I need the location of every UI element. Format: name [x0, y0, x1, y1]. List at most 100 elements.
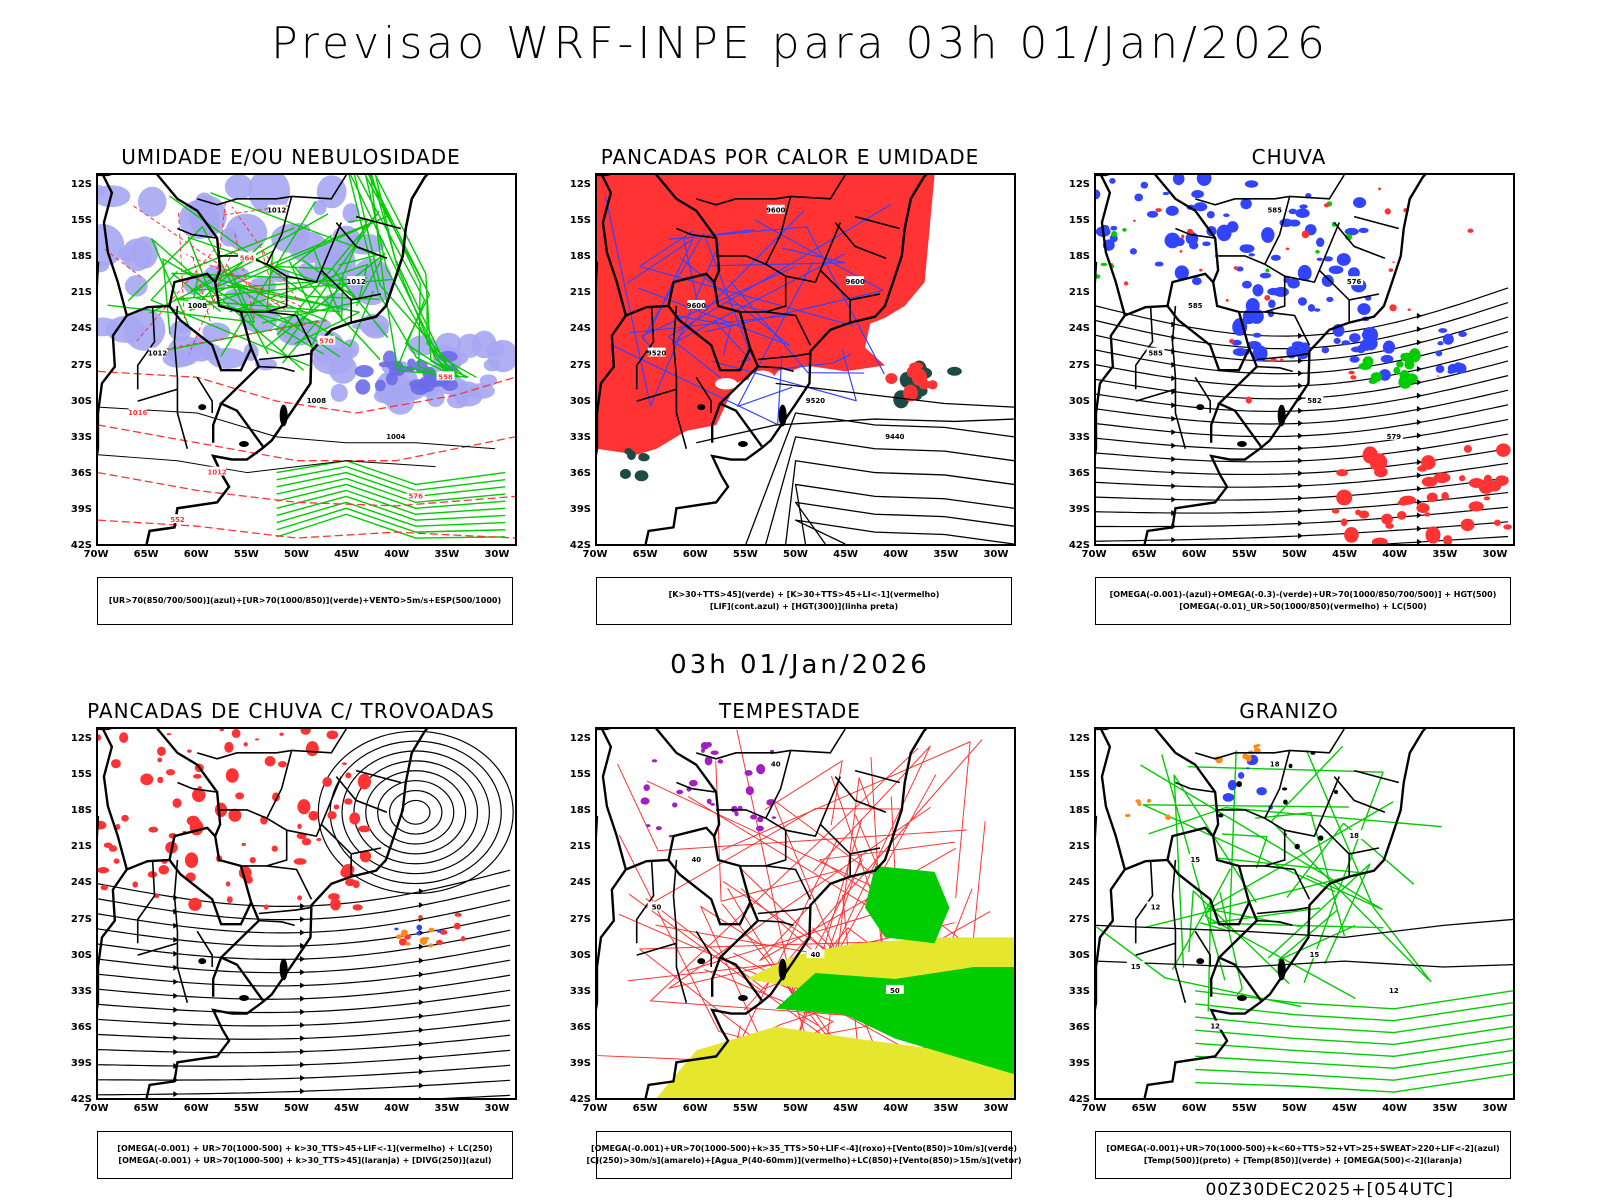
contour-line — [260, 249, 271, 282]
contour-line — [276, 477, 506, 504]
field-blob — [1496, 443, 1511, 457]
streamline-arrow — [1298, 370, 1304, 377]
streamline-arrow — [300, 916, 306, 923]
contour-label: 40 — [766, 758, 785, 769]
field-blob — [1179, 250, 1183, 253]
streamline — [329, 740, 502, 885]
field-blob — [1297, 297, 1307, 306]
lake-marker — [1236, 995, 1247, 1001]
lon-tick-label: 60W — [682, 549, 708, 560]
country-border-line — [335, 222, 388, 260]
streamline-arrow — [418, 999, 424, 1006]
contour-line — [642, 232, 752, 355]
panel-legend: [OMEGA(-0.001) + UR>70(1000-500) + k>30_… — [97, 1131, 513, 1179]
field-blob — [1241, 280, 1252, 289]
streamline-arrow — [1416, 525, 1422, 532]
field-blob — [645, 824, 651, 828]
streamline — [98, 1049, 511, 1067]
lon-tick-label: 55W — [233, 1103, 259, 1114]
streamline-arrow — [300, 903, 306, 910]
field-blob — [327, 811, 337, 820]
contour-label: 9520 — [647, 347, 666, 358]
field-blob — [1393, 366, 1401, 375]
streamline-arrow — [1416, 339, 1422, 346]
contour-label: 582 — [1305, 395, 1324, 405]
panel-title: PANCADAS DE CHUVA C/ TROVOADAS — [87, 699, 495, 723]
streamline-arrow — [1171, 415, 1177, 422]
main-title: Previsao WRF-INPE para 03h 01/Jan/2026 — [271, 18, 1329, 69]
contour-line — [150, 238, 304, 371]
field-blob — [428, 927, 435, 933]
field-blob — [305, 741, 319, 757]
contour-label: 15 — [1126, 961, 1145, 971]
contour-label: 12 — [1384, 984, 1403, 995]
field-blob — [192, 773, 202, 779]
lat-tick-label: 21S — [70, 841, 92, 853]
field-blob — [374, 379, 386, 392]
field-blob — [328, 355, 358, 384]
field-blob — [1321, 274, 1334, 287]
field-blob — [439, 929, 448, 935]
map-area — [96, 727, 517, 1100]
field-blob — [330, 383, 348, 402]
lat-tick-label: 39S — [1068, 1057, 1090, 1069]
legend-line: [OMEGA(-0.001)-(azul)+OMEGA(-0.3)-(verde… — [1109, 590, 1497, 599]
field-blob — [1441, 492, 1449, 501]
field-blob — [423, 936, 430, 941]
field-blob — [340, 867, 353, 878]
field-blob — [416, 924, 423, 931]
contour-line — [1173, 774, 1257, 968]
lake-marker — [198, 958, 207, 965]
country-border-line — [636, 942, 677, 956]
field-blob — [308, 810, 319, 821]
country-border-line — [1195, 175, 1345, 206]
lon-tick-label: 50W — [1281, 1103, 1307, 1114]
field-blob — [1222, 793, 1235, 802]
streamline — [317, 730, 514, 895]
lake-marker — [1236, 441, 1247, 447]
lat-tick-label: 15S — [70, 769, 92, 781]
lat-tick-label: 18S — [569, 805, 591, 817]
field-blob — [172, 798, 182, 808]
streamline-arrow — [1416, 419, 1422, 426]
country-border-line — [757, 365, 794, 373]
field-blob — [1341, 340, 1351, 346]
lon-tick-label: 40W — [384, 1103, 410, 1114]
lon-tick-label: 65W — [133, 1103, 159, 1114]
country-border-line — [765, 196, 792, 265]
country-border-line — [355, 215, 401, 230]
field-blob — [1483, 474, 1493, 485]
country-border-line — [196, 930, 213, 968]
panel-legend: [OMEGA(-0.001)-(azul)+OMEGA(-0.3)-(verde… — [1095, 577, 1511, 625]
lat-tick-label: 24S — [569, 323, 591, 335]
lat-tick-label: 24S — [1068, 877, 1090, 889]
lake-marker — [697, 404, 706, 411]
contour-line — [727, 859, 863, 995]
field-blob — [672, 802, 678, 808]
country-border-line — [1333, 776, 1386, 814]
field-blob — [1162, 191, 1170, 196]
field-blob — [1237, 771, 1245, 779]
lon-tick-label: 45W — [1332, 549, 1358, 560]
field-blob — [436, 939, 444, 946]
legend-line: [CJ(250)>30m/s](amarelo)+[Agua_P(40-60mm… — [586, 1156, 1022, 1165]
contour-line — [368, 175, 458, 378]
panel-umidade: UMIDADE E/OU NEBULOSIDADE 12S 15S 18S 21S 24S… — [56, 145, 526, 635]
country-border-line — [1096, 729, 1262, 1002]
contour-line — [192, 256, 211, 322]
field-blob — [410, 381, 430, 395]
field-blob — [316, 837, 322, 842]
contour-label: 585 — [1265, 204, 1284, 215]
country-border-line — [351, 847, 382, 855]
field-blob — [700, 742, 709, 750]
streamline — [377, 780, 455, 845]
field-blob — [1146, 210, 1159, 218]
instability-area — [597, 175, 935, 455]
streamline — [1374, 535, 1509, 544]
lon-tick-label: 35W — [1432, 549, 1458, 560]
contour-line — [98, 406, 496, 450]
country-border-line — [177, 227, 218, 239]
contour-line — [350, 175, 477, 378]
field-blob — [396, 934, 402, 940]
contour-line — [639, 230, 854, 327]
